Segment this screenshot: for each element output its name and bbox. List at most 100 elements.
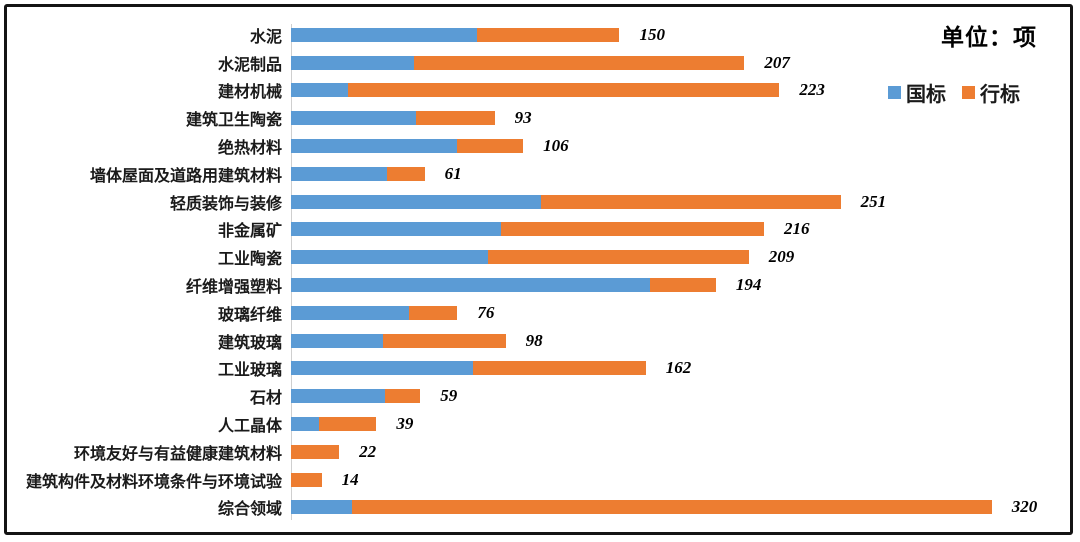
bar-segment-hangbiao	[457, 139, 524, 154]
category-label: 工业陶瓷	[217, 251, 282, 269]
plot-area: 水泥 150 水泥制品 207 建材机械 223 建筑卫生陶瓷 93 绝热材料 106 墙体屋面及道…	[7, 21, 1069, 523]
bar-row: 纤维增强塑料 194	[7, 271, 1069, 299]
bar-segment-hangbiao	[387, 166, 425, 181]
legend: 国标 行标	[888, 78, 1020, 107]
bar-row: 石材 59	[7, 382, 1069, 410]
category-label: 环境友好与有益健康建筑材料	[73, 445, 282, 463]
total-value-label: 207	[764, 52, 790, 72]
bar-rows: 水泥 150 水泥制品 207 建材机械 223 建筑卫生陶瓷 93 绝热材料 106 墙体屋面及道…	[7, 21, 1069, 521]
bar-segment-hangbiao	[650, 278, 716, 293]
total-value-label: 14	[341, 469, 359, 489]
bar-segment-guobiao	[291, 250, 489, 265]
bar-segment-guobiao	[291, 389, 386, 404]
bar-segment-guobiao	[291, 305, 410, 320]
category-label: 建筑玻璃	[217, 334, 282, 352]
unit-label: 单位：项	[941, 24, 1037, 50]
bar-segment-hangbiao	[291, 444, 340, 459]
bar-segment-guobiao	[291, 55, 414, 70]
bar-track: 216	[291, 219, 1069, 239]
total-value-label: 216	[784, 219, 810, 239]
legend-label-hangbiao: 行标	[980, 84, 1020, 106]
bar-track: 207	[291, 52, 1069, 72]
bar-segment-hangbiao	[477, 27, 620, 42]
bar-segment-guobiao	[291, 222, 502, 237]
category-label: 人工晶体	[217, 418, 282, 436]
category-label: 纤维增强塑料	[185, 279, 282, 297]
total-value-label: 209	[768, 247, 795, 267]
bar-row: 建筑构件及材料环境条件与环境试验 14	[7, 466, 1069, 494]
total-value-label: 106	[543, 136, 569, 156]
bar-segment-hangbiao	[409, 305, 458, 320]
bar-row: 环境友好与有益健康建筑材料 22	[7, 438, 1069, 466]
bar-track: 251	[291, 191, 1069, 211]
bar-track: 61	[291, 163, 1069, 183]
total-value-label: 59	[440, 386, 458, 406]
total-value-label: 162	[665, 358, 692, 378]
category-label: 墙体屋面及道路用建筑材料	[89, 167, 282, 185]
category-label: 轻质装饰与装修	[169, 195, 282, 213]
category-label: 水泥	[249, 28, 282, 46]
total-value-label: 61	[444, 163, 462, 183]
bar-segment-guobiao	[291, 194, 541, 209]
bar-track: 22	[291, 442, 1069, 461]
bar-segment-hangbiao	[385, 389, 421, 404]
bar-segment-guobiao	[291, 111, 416, 126]
category-label: 石材	[249, 390, 282, 408]
bar-segment-hangbiao	[347, 83, 780, 98]
category-label: 建材机械	[217, 84, 282, 102]
bar-track: 223	[291, 80, 1069, 100]
bar-row: 绝热材料 106	[7, 132, 1069, 160]
bar-track: 209	[291, 247, 1069, 267]
total-value-label: 251	[860, 191, 887, 211]
bar-row: 墙体屋面及道路用建筑材料 61	[7, 160, 1069, 188]
y-axis-line	[291, 24, 292, 520]
bar-segment-guobiao	[291, 27, 478, 42]
bar-segment-guobiao	[291, 139, 458, 154]
total-value-label: 150	[639, 24, 665, 44]
bar-row: 非金属矿 216	[7, 216, 1069, 244]
bar-segment-hangbiao	[352, 500, 992, 515]
bar-segment-guobiao	[291, 500, 353, 515]
category-label: 非金属矿	[217, 223, 282, 241]
category-label: 工业玻璃	[217, 362, 282, 380]
bar-row: 人工晶体 39	[7, 410, 1069, 438]
total-value-label: 98	[525, 330, 543, 350]
total-value-label: 76	[477, 302, 495, 322]
bar-segment-hangbiao	[488, 250, 749, 265]
category-label: 建筑构件及材料环境条件与环境试验	[25, 473, 282, 491]
legend-item-hangbiao: 行标	[962, 78, 1020, 107]
bar-segment-guobiao	[291, 417, 320, 432]
bar-track: 39	[291, 414, 1069, 433]
bar-segment-hangbiao	[472, 361, 646, 376]
bar-segment-guobiao	[291, 166, 388, 181]
bar-track: 194	[291, 275, 1069, 294]
bar-segment-guobiao	[291, 361, 473, 376]
chart-frame: 单位：项 国标 行标 水泥 150 水泥制品 207 建材机械 223 建筑卫生陶瓷 93 绝热…	[4, 4, 1073, 535]
bar-row: 工业陶瓷 209	[7, 243, 1069, 271]
bar-track: 106	[291, 136, 1069, 156]
bar-track: 59	[291, 386, 1069, 406]
total-value-label: 93	[514, 108, 532, 128]
category-label: 水泥制品	[217, 56, 282, 74]
bar-segment-hangbiao	[501, 222, 765, 237]
bar-row: 水泥 150	[7, 21, 1069, 49]
legend-label-guobiao: 国标	[906, 84, 946, 106]
bar-segment-hangbiao	[382, 333, 506, 348]
total-value-label: 223	[799, 80, 825, 100]
bar-segment-hangbiao	[319, 417, 377, 432]
bar-row: 建筑卫生陶瓷 93	[7, 104, 1069, 132]
bar-row: 工业玻璃 162	[7, 355, 1069, 383]
bar-segment-hangbiao	[413, 55, 745, 70]
legend-swatch-hangbiao-icon	[962, 86, 975, 99]
bar-track: 76	[291, 302, 1069, 322]
category-label: 绝热材料	[217, 140, 282, 158]
bar-row: 建筑玻璃 98	[7, 327, 1069, 355]
bar-track: 93	[291, 108, 1069, 128]
bar-row: 轻质装饰与装修 251	[7, 188, 1069, 216]
legend-swatch-guobiao-icon	[888, 86, 901, 99]
bar-segment-hangbiao	[540, 194, 841, 209]
bar-row: 水泥制品 207	[7, 49, 1069, 77]
bar-track: 150	[291, 24, 1069, 44]
total-value-label: 320	[1011, 497, 1038, 517]
bar-track: 320	[291, 497, 1069, 517]
